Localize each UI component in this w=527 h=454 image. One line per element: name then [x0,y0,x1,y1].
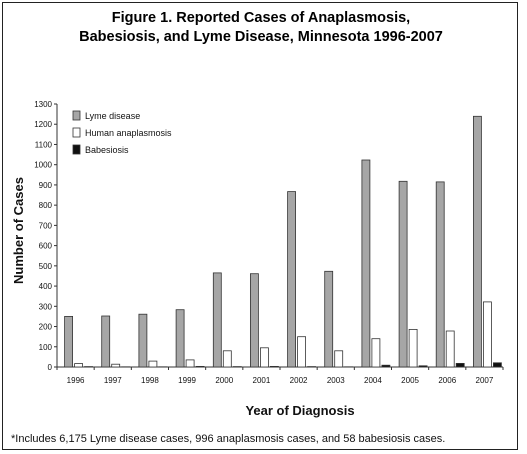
bar-lyme-disease-1997 [101,315,111,368]
y-tick-label: 800 [39,201,53,210]
x-tick-label: 2002 [290,376,308,385]
x-axis-title: Year of Diagnosis [245,403,354,418]
legend-swatch-lyme-disease [72,110,81,121]
bar-human-anaplasmosis-2003 [334,350,344,368]
bar-lyme-disease-1999 [175,309,185,368]
footnote: *Includes 6,175 Lyme disease cases, 996 … [11,433,446,445]
bar-babesiosis-2007 [492,362,502,368]
bar-human-anaplasmosis-2007 [482,301,492,368]
bar-lyme-disease-2001 [249,273,259,368]
legend-swatch-babesiosis [72,144,81,155]
y-tick-label: 1200 [34,120,52,129]
y-tick-label: 100 [39,343,53,352]
legend-label: Babesiosis [85,145,129,155]
bar-babesiosis-1999 [195,365,205,368]
chart-title: Figure 1. Reported Cases of Anaplasmosis… [79,10,443,45]
y-tick-label: 1000 [34,161,52,170]
bar-human-anaplasmosis-2004 [371,338,381,368]
x-tick-label: 1996 [67,376,85,385]
x-tick-label: 1997 [104,376,122,385]
x-tick-label: 1999 [178,376,196,385]
x-tick-label: 2001 [253,376,271,385]
bar-lyme-disease-2007 [472,115,482,368]
x-tick-label: 2000 [215,376,233,385]
bar-human-anaplasmosis-2005 [408,328,418,368]
bar-lyme-disease-1996 [64,315,73,368]
bar-lyme-disease-2000 [212,272,222,368]
y-tick-label: 1300 [34,100,52,109]
bar-human-anaplasmosis-1999 [185,359,195,368]
legend-label: Human anaplasmosis [85,128,172,138]
chart-svg: 0 100 200 300 400 500 600 700 800 900 1000 1100 1200… [11,100,504,418]
x-tick-label: 1998 [141,376,159,385]
y-tick-label: 200 [39,323,53,332]
y-tick-label: 0 [48,363,53,372]
bar-lyme-disease-2003 [324,270,334,368]
bar-human-anaplasmosis-2006 [445,330,455,368]
y-tick-label: 300 [39,302,53,311]
x-tick-label: 2005 [401,376,419,385]
bar-human-anaplasmosis-2001 [259,347,269,368]
bar-human-anaplasmosis-1996 [74,363,83,368]
x-tick-label: 2006 [438,376,456,385]
bar-lyme-disease-2004 [361,159,371,368]
y-tick-label: 700 [39,221,53,230]
y-axis-title: Number of Cases [11,177,26,284]
x-tick-label: 2007 [476,376,494,385]
bar-babesiosis-2001 [269,365,279,368]
bar-lyme-disease-2006 [435,181,445,368]
x-tick-label: 2003 [327,376,345,385]
bar-lyme-disease-2005 [398,180,408,368]
bar-human-anaplasmosis-1997 [111,363,121,368]
y-tick-label: 900 [39,181,53,190]
bar-human-anaplasmosis-1998 [148,360,158,368]
bar-babesiosis-2004 [381,364,391,368]
y-tick-label: 600 [39,242,53,251]
chart-frame: Figure 1. Reported Cases of Anaplasmosis… [2,2,518,450]
legend-swatch-human-anaplasmosis [72,127,81,138]
legend-label: Lyme disease [85,111,140,121]
bar-lyme-disease-2002 [287,191,297,368]
x-tick-label: 2004 [364,376,382,385]
bar-lyme-disease-1998 [138,313,148,368]
bar-babesiosis-2006 [455,362,465,368]
bar-human-anaplasmosis-2002 [297,336,307,368]
y-tick-label: 400 [39,282,53,291]
bar-babesiosis-2005 [418,365,428,368]
y-tick-label: 1100 [35,140,53,149]
bar-human-anaplasmosis-2000 [222,350,232,368]
y-tick-label: 500 [39,262,53,271]
